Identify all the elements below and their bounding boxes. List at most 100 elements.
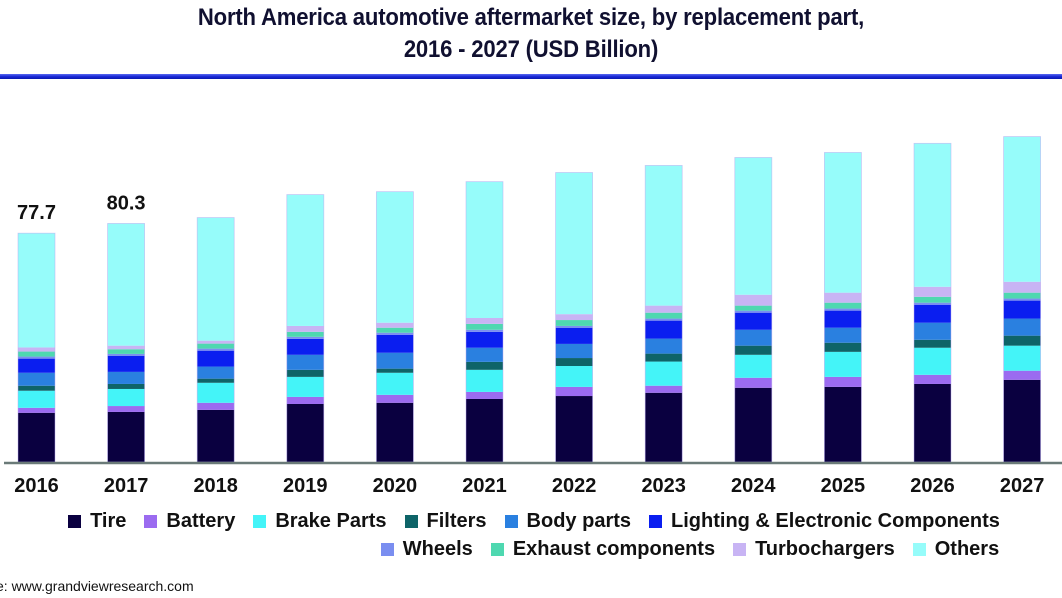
x-tick-label-2019: 2019: [283, 475, 328, 497]
bar-group-2017: [107, 223, 145, 463]
x-tick-label-2025: 2025: [821, 475, 866, 497]
bar-segment-wheels-2026: [914, 302, 951, 305]
legend-item-wheels: Wheels: [380, 538, 473, 561]
bar-segment-exhaust-components-2026: [914, 296, 951, 303]
bar-segment-brake-parts-2016: [18, 390, 55, 408]
bar-segment-body-parts-2025: [824, 327, 862, 343]
legend-label-body-parts: Body parts: [526, 510, 632, 532]
bar-group-2025: [824, 152, 862, 463]
bar-segment-exhaust-components-2019: [286, 331, 324, 337]
legend-item-exhaust-components: Exhaust components: [490, 538, 715, 561]
bar-segment-others-2027: [1003, 136, 1041, 282]
legend-swatch-brake-parts: [253, 515, 267, 528]
bar-segment-body-parts-2022: [555, 343, 593, 359]
legend-swatch-wheels: [380, 543, 394, 556]
x-tick-label-2016: 2016: [14, 475, 59, 497]
bar-segment-exhaust-components-2017: [107, 349, 145, 354]
bar-segment-exhaust-components-2020: [376, 327, 414, 333]
bar-segment-exhaust-components-2027: [1003, 292, 1041, 299]
legend-item-filters: Filters: [404, 510, 487, 533]
bar-segment-others-2019: [286, 194, 324, 326]
legend-label-brake-parts: Brake Parts: [275, 510, 387, 532]
bar-segment-brake-parts-2022: [555, 365, 593, 387]
bar-segment-body-parts-2020: [376, 352, 414, 369]
bar-segment-brake-parts-2027: [1003, 345, 1041, 371]
bar-segment-lighting-and-electronic-components-2016: [18, 358, 55, 373]
bar-segment-turbochargers-2027: [1003, 281, 1041, 293]
stacked-bar-chart: 2016 2017 2018 2019 2020 2021 2022 2023 2024 2025…: [4, 136, 1062, 497]
bar-segment-wheels-2018: [197, 348, 235, 351]
legend-label-tire: Tire: [90, 510, 127, 532]
x-tick-label-2018: 2018: [193, 475, 238, 497]
bar-segment-brake-parts-2021: [466, 369, 503, 392]
bar-segment-tire-2021: [466, 398, 503, 462]
title-divider: [0, 74, 1062, 79]
bar-segment-wheels-2025: [824, 308, 862, 311]
bar-segment-battery-2022: [555, 386, 593, 397]
x-tick-label-2017: 2017: [104, 475, 149, 497]
bar-segment-turbochargers-2019: [286, 325, 324, 332]
bar-segment-wheels-2027: [1003, 298, 1041, 301]
bar-segment-others-2025: [824, 152, 862, 293]
bar-segment-filters-2026: [914, 339, 951, 348]
legend-label-turbochargers: Turbochargers: [755, 538, 895, 560]
bar-segment-wheels-2017: [107, 353, 145, 356]
bar-group-2019: [286, 194, 325, 463]
bar-segment-tire-2025: [824, 386, 862, 462]
bar-segment-filters-2024: [734, 345, 772, 355]
chart-title-line-2: 2016 - 2027 (USD Billion): [403, 36, 659, 63]
x-tick-label-2027: 2027: [1000, 475, 1045, 497]
legend-item-body-parts: Body parts: [504, 510, 632, 533]
bar-group-2023: [644, 165, 683, 463]
bar-segment-wheels-2016: [18, 356, 55, 359]
bar-segment-body-parts-2018: [197, 366, 235, 379]
bar-segment-brake-parts-2019: [286, 376, 324, 397]
legend-item-tire: Tire: [68, 510, 126, 533]
bar-segment-others-2022: [555, 172, 593, 315]
legend-swatch-exhaust-components: [490, 543, 504, 556]
bar-segment-filters-2020: [376, 368, 414, 373]
bar-segment-lighting-and-electronic-components-2022: [555, 328, 593, 344]
legend-item-battery: Battery: [144, 510, 235, 533]
bar-segment-brake-parts-2023: [645, 361, 683, 386]
bar-segment-battery-2021: [466, 391, 503, 399]
bar-segment-lighting-and-electronic-components-2026: [914, 304, 951, 323]
bar-segment-filters-2022: [555, 358, 593, 366]
bar-segment-turbochargers-2026: [914, 286, 951, 297]
bar-segment-lighting-and-electronic-components-2024: [734, 312, 772, 330]
bar-segment-lighting-and-electronic-components-2025: [824, 310, 862, 328]
bar-segment-battery-2024: [734, 377, 772, 388]
bar-segment-lighting-and-electronic-components-2018: [197, 350, 235, 367]
bar-group-2020: [375, 191, 414, 463]
bar-segment-filters-2018: [197, 378, 235, 383]
x-tick-label-2022: 2022: [552, 475, 597, 497]
bar-segment-body-parts-2019: [286, 354, 324, 370]
bar-segment-others-2026: [914, 143, 951, 287]
legend-swatch-turbochargers: [733, 543, 747, 556]
bar-segment-body-parts-2024: [734, 329, 772, 346]
legend-item-lighting-and-electronic-components: Lighting & Electronic Components: [649, 510, 1000, 533]
bar-segment-turbochargers-2023: [645, 305, 683, 313]
bar-segment-exhaust-components-2023: [645, 312, 683, 319]
legend-swatch-body-parts: [504, 515, 518, 528]
bar-segment-battery-2020: [376, 394, 414, 403]
legend-label-battery: Battery: [166, 510, 236, 532]
bar-segment-filters-2027: [1003, 335, 1041, 346]
bar-segment-others-2018: [197, 217, 235, 341]
bar-segment-others-2020: [376, 191, 414, 323]
bar-segment-body-parts-2016: [18, 372, 55, 386]
bar-group-2027: [1003, 136, 1041, 463]
bar-segment-battery-2025: [824, 376, 862, 387]
chart-title: North America automotive aftermarket siz…: [42, 2, 1019, 66]
bar-segment-tire-2024: [734, 387, 772, 462]
bar-segment-turbochargers-2017: [107, 345, 145, 350]
bar-segment-brake-parts-2026: [914, 347, 951, 375]
bar-segment-filters-2019: [286, 369, 324, 377]
bar-group-2024: [734, 157, 773, 463]
bar-segment-body-parts-2027: [1003, 318, 1041, 336]
bar-segment-turbochargers-2022: [555, 314, 593, 321]
bar-segment-turbochargers-2025: [824, 292, 862, 303]
bar-segment-brake-parts-2025: [824, 351, 862, 377]
legend-item-turbochargers: Turbochargers: [733, 538, 895, 561]
legend-item-brake-parts: Brake Parts: [253, 510, 387, 533]
